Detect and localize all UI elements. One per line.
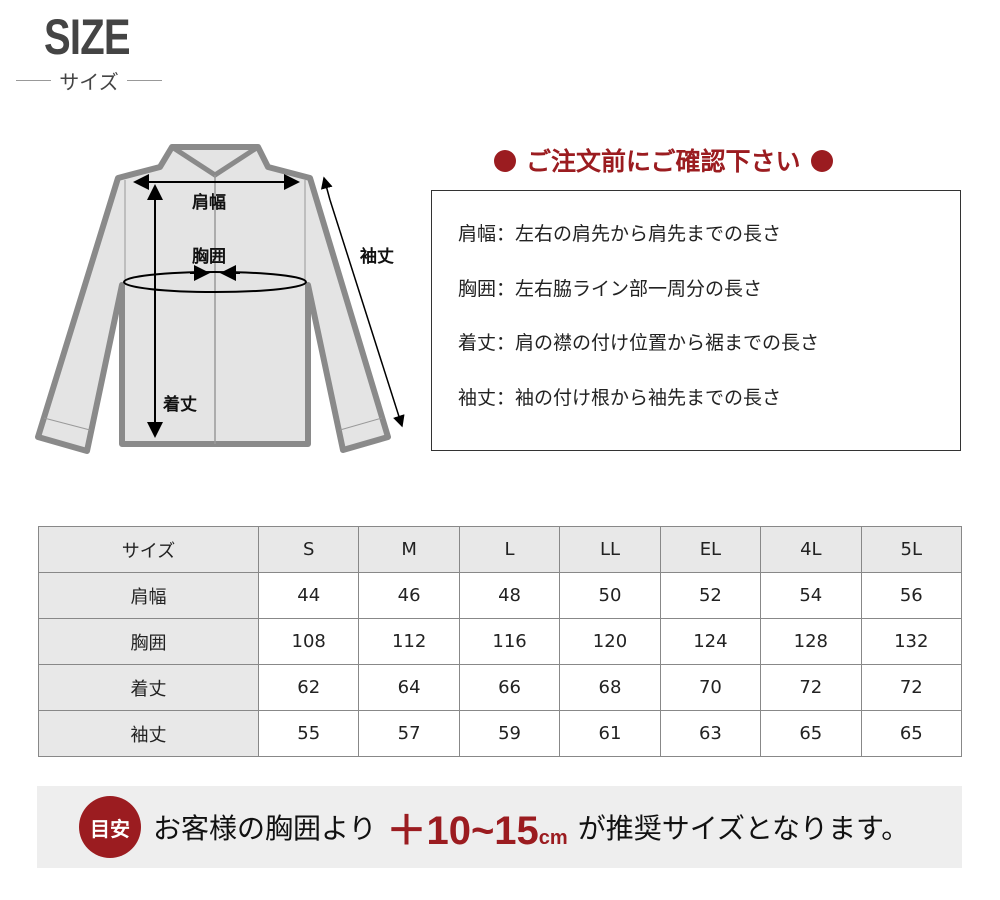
jacket-illustration bbox=[35, 144, 405, 454]
row-header: 肩幅 bbox=[38, 572, 259, 619]
table-cell: 62 bbox=[257, 664, 360, 711]
table-cell: 120 bbox=[559, 618, 661, 665]
bullet-icon bbox=[810, 150, 833, 172]
table-cell: 112 bbox=[358, 618, 460, 665]
table-row: 胸囲 108 112 116 120 124 128 132 bbox=[38, 618, 963, 665]
table-cell: 44 bbox=[257, 572, 360, 619]
divider bbox=[16, 80, 52, 81]
chest-label: 胸囲 bbox=[192, 247, 226, 267]
sleeve-label: 袖丈 bbox=[360, 247, 394, 267]
page-subtitle: サイズ bbox=[16, 66, 162, 95]
table-cell: 63 bbox=[659, 710, 762, 757]
banner-text-before: お客様の胸囲より bbox=[153, 812, 377, 845]
notice-heading: ご注文前にご確認下さい bbox=[484, 142, 843, 178]
table-cell: 56 bbox=[860, 572, 963, 619]
column-header: M bbox=[358, 526, 460, 573]
table-cell: 72 bbox=[760, 664, 862, 711]
table-cell: 124 bbox=[659, 618, 762, 665]
column-header: EL bbox=[659, 526, 762, 573]
recommendation-banner: 目安 お客様の胸囲より ＋10~15cm が推奨サイズとなります。 bbox=[37, 786, 962, 868]
table-cell: 57 bbox=[358, 710, 460, 757]
table-cell: 65 bbox=[760, 710, 862, 757]
table-cell: 46 bbox=[358, 572, 460, 619]
shoulder-label: 肩幅 bbox=[192, 193, 226, 213]
table-cell: 59 bbox=[458, 710, 561, 757]
table-cell: 68 bbox=[559, 664, 661, 711]
column-header: S bbox=[257, 526, 360, 573]
table-header-row: サイズ S M L LL EL 4L 5L bbox=[38, 526, 963, 573]
table-row: 着丈 62 64 66 68 70 72 72 bbox=[38, 664, 963, 711]
table-cell: 48 bbox=[458, 572, 561, 619]
column-header: LL bbox=[559, 526, 661, 573]
notice-line: 胸囲：左右脇ライン部一周分の長さ bbox=[458, 277, 763, 300]
notice-box: 肩幅：左右の肩先から肩先までの長さ 胸囲：左右脇ライン部一周分の長さ 着丈：肩の… bbox=[431, 190, 961, 451]
row-header: 着丈 bbox=[38, 664, 259, 711]
page-title: SIZE bbox=[44, 9, 131, 65]
column-header: サイズ bbox=[38, 526, 259, 573]
highlight-unit: cm bbox=[538, 827, 568, 849]
table-row: 肩幅 44 46 48 50 52 54 56 bbox=[38, 572, 963, 619]
table-cell: 72 bbox=[860, 664, 963, 711]
table-cell: 55 bbox=[257, 710, 360, 757]
table-cell: 65 bbox=[860, 710, 963, 757]
table-cell: 116 bbox=[458, 618, 561, 665]
bullet-icon bbox=[494, 150, 516, 172]
size-table: サイズ S M L LL EL 4L 5L 肩幅 44 46 48 50 52 54 56 胸囲 108 112 11… bbox=[38, 526, 963, 757]
table-cell: 132 bbox=[860, 618, 963, 665]
length-label: 着丈 bbox=[163, 395, 197, 415]
notice-line: 着丈：肩の襟の付け位置から裾までの長さ bbox=[458, 332, 820, 354]
table-cell: 50 bbox=[559, 572, 661, 619]
table-row: 袖丈 55 57 59 61 63 65 65 bbox=[38, 710, 963, 757]
row-header: 胸囲 bbox=[38, 618, 259, 665]
notice-line: 袖丈：袖の付け根から袖先までの長さ bbox=[458, 386, 782, 409]
notice-line: 肩幅：左右の肩先から肩先までの長さ bbox=[458, 223, 782, 245]
subtitle-text: サイズ bbox=[59, 70, 119, 94]
banner-text-after: が推奨サイズとなります。 bbox=[577, 812, 910, 845]
guide-badge: 目安 bbox=[79, 796, 141, 858]
banner-highlight: ＋10~15cm bbox=[386, 798, 567, 856]
table-cell: 54 bbox=[760, 572, 862, 619]
column-header: 4L bbox=[760, 526, 862, 573]
table-cell: 66 bbox=[458, 664, 561, 711]
column-header: L bbox=[458, 526, 561, 573]
table-cell: 52 bbox=[659, 572, 762, 619]
row-header: 袖丈 bbox=[38, 710, 259, 757]
table-cell: 128 bbox=[760, 618, 862, 665]
notice-heading-text: ご注文前にご確認下さい bbox=[526, 147, 801, 176]
jacket-diagram: 肩幅 胸囲 着丈 袖丈 bbox=[30, 140, 420, 460]
table-cell: 108 bbox=[257, 618, 360, 665]
table-cell: 64 bbox=[358, 664, 460, 711]
column-header: 5L bbox=[860, 526, 963, 573]
divider bbox=[126, 80, 162, 81]
table-cell: 70 bbox=[659, 664, 762, 711]
table-cell: 61 bbox=[559, 710, 661, 757]
highlight-range: ＋10~15 bbox=[386, 809, 539, 853]
